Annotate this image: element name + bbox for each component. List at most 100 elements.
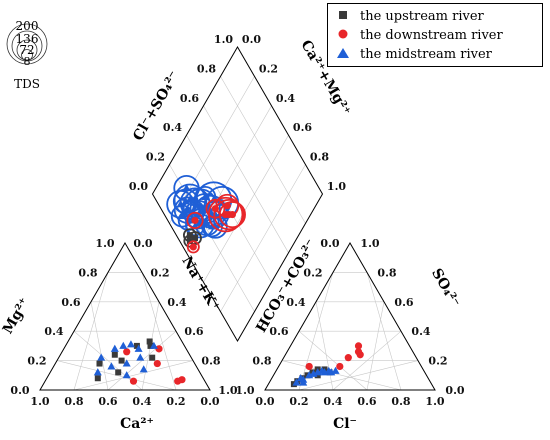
cation-point <box>149 341 158 349</box>
diamond-upper-left-tick: 0.4 <box>163 121 182 134</box>
diamond-upper-right-tick: 0.2 <box>259 62 278 75</box>
cation-bottom-tick: 0.0 <box>200 395 219 408</box>
tds-circle-72 <box>16 39 38 61</box>
diamond-upper-left-tick: 0.6 <box>180 92 199 105</box>
tds-circle-8 <box>21 49 33 61</box>
tds-legend-title: TDS <box>14 77 40 91</box>
anion-point <box>299 378 308 386</box>
diamond-tds-circle <box>205 198 226 219</box>
cation-point <box>129 377 138 385</box>
anion-right-tick: 0.2 <box>428 355 447 368</box>
cation-left-axis-label: Mg²⁺ <box>0 295 33 337</box>
diamond-upper-right-tick: 0.0 <box>242 33 261 46</box>
cation-point <box>153 359 161 368</box>
point-layer <box>93 174 364 388</box>
anion-grid-a <box>281 360 402 391</box>
cation-point <box>122 359 131 367</box>
grid-layer <box>56 76 419 391</box>
tds-circle-200 <box>6 23 48 65</box>
anion-left-tick: 0.0 <box>320 237 339 250</box>
diamond-grid-a <box>203 135 289 283</box>
diamond-grid-a <box>220 164 306 312</box>
anion-bottom-tick: 0.0 <box>255 395 274 408</box>
cation-point <box>147 342 154 349</box>
anion-right-tick: 0.4 <box>411 325 430 338</box>
diamond-upper-right-tick: 0.4 <box>276 92 295 105</box>
cation-right-tick: 0.2 <box>150 266 169 279</box>
diamond-point <box>191 216 199 225</box>
cation-bottom-axis-label: Ca²⁺ <box>120 416 154 432</box>
circle-marker-icon <box>336 28 350 44</box>
anion-right-tick: 1.0 <box>360 237 379 250</box>
cation-right-tick: 1.0 <box>218 384 237 397</box>
cation-point <box>110 344 119 352</box>
diamond-tds-circle <box>186 240 200 254</box>
diamond-point <box>178 211 187 220</box>
anion-bottom-axis-label: Cl⁻ <box>333 416 357 432</box>
cation-right-tick: 0.8 <box>201 355 220 368</box>
cation-point <box>123 348 131 356</box>
cation-right-tick: 0.0 <box>133 237 152 250</box>
anion-right-tick: 0.0 <box>445 384 464 397</box>
diamond-tds-circle <box>170 204 194 228</box>
diamond-upper-right-tick: 1.0 <box>327 180 346 193</box>
diamond-point <box>211 205 219 213</box>
diamond-point <box>189 243 197 251</box>
cation-bottom-tick: 1.0 <box>30 395 49 408</box>
tds-circle-136 <box>11 30 43 62</box>
legend-label-upstream: the upstream river <box>360 9 484 24</box>
cation-left-tick: 0.6 <box>61 296 80 309</box>
frame-layer <box>39 46 436 391</box>
cation-grid-b <box>141 272 177 391</box>
cation-point <box>97 353 106 361</box>
cation-triangle-frame <box>39 242 211 391</box>
diamond-point <box>182 183 191 192</box>
anion-point <box>344 354 352 362</box>
diamond-point <box>211 222 220 230</box>
anion-grid-b <box>298 360 419 391</box>
cation-point <box>93 368 102 376</box>
legend-label-downstream: the downstream river <box>360 28 503 43</box>
cation-point <box>139 365 148 373</box>
anion-grid-b <box>332 330 402 391</box>
diamond-upper-right-tick: 0.8 <box>310 151 329 164</box>
diamond-upper-left-tick: 0.0 <box>129 180 148 193</box>
diamond-upper-left-tick: 1.0 <box>214 33 233 46</box>
anion-left-tick: 1.0 <box>235 384 254 397</box>
anion-grid-b <box>366 301 385 391</box>
cation-left-tick: 1.0 <box>95 237 114 250</box>
cation-point <box>118 357 125 364</box>
anion-right-tick: 0.6 <box>394 296 413 309</box>
cation-point <box>146 338 153 345</box>
diamond-point <box>223 202 231 210</box>
anion-bottom-tick: 0.6 <box>357 395 376 408</box>
square-marker-icon <box>336 9 350 25</box>
anion-bottom-tick: 0.8 <box>391 395 410 408</box>
diamond-grid-b <box>220 76 306 224</box>
cation-point <box>119 341 128 349</box>
cation-point <box>155 345 163 353</box>
diamond-point <box>192 235 198 242</box>
diamond-frame <box>151 46 324 342</box>
cation-right-tick: 0.4 <box>167 296 186 309</box>
cation-bottom-tick: 0.6 <box>98 395 117 408</box>
anion-point <box>336 362 344 371</box>
triangle-marker-icon <box>336 47 350 63</box>
cation-left-tick: 0.4 <box>44 325 63 338</box>
anion-bottom-tick: 0.4 <box>323 395 342 408</box>
legend-label-midstream: the midstream river <box>360 47 492 62</box>
cation-left-tick: 0.2 <box>27 355 46 368</box>
anion-point <box>292 378 301 386</box>
cation-point <box>111 351 118 358</box>
cation-point <box>149 354 156 361</box>
diamond-upper-right-tick: 0.6 <box>293 121 312 134</box>
diamond-tds-circle <box>213 198 245 231</box>
anion-right-tick: 0.8 <box>377 266 396 279</box>
tds-size-label-72: 72 <box>19 43 34 57</box>
legend: the upstream river the downstream river … <box>327 3 543 67</box>
cation-point <box>133 342 140 349</box>
tds-size-label-8: 8 <box>24 55 31 68</box>
anion-left-tick: 0.2 <box>303 266 322 279</box>
anion-bottom-tick: 0.2 <box>289 395 308 408</box>
anion-left-tick: 0.8 <box>252 355 271 368</box>
